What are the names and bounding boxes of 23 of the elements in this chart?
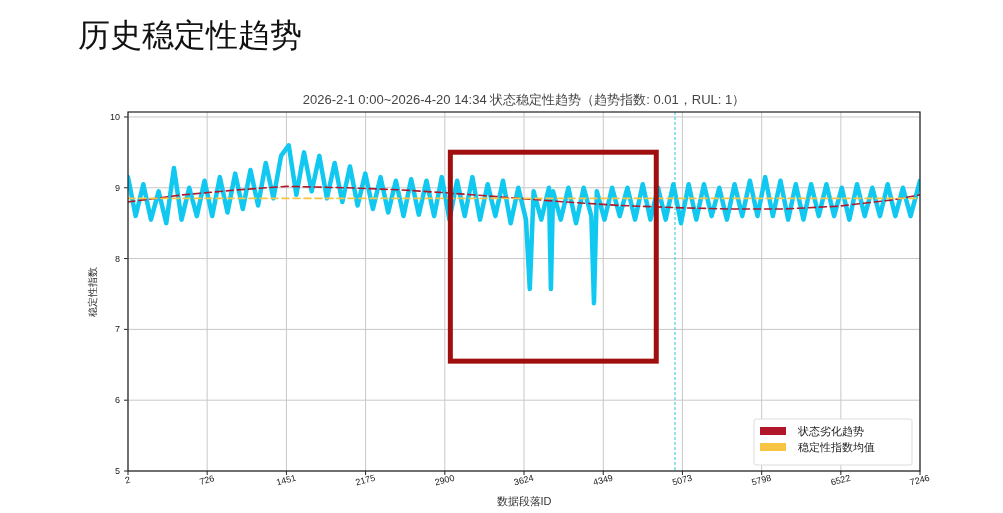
x-tick-label: 6522 [829, 472, 852, 488]
legend-label: 稳定性指数均值 [798, 441, 875, 453]
x-axis-title: 数据段落ID [496, 495, 552, 507]
chart-subtitle: 2026-2-1 0:00~2026-4-20 14:34 状态稳定性趋势（趋势指数: 0.01，RUL: 1） [302, 92, 746, 107]
y-tick-label: 10 [109, 111, 120, 122]
legend-label: 状态劣化趋势 [797, 425, 864, 437]
y-tick-label: 9 [114, 182, 120, 193]
x-tick-label: 1451 [275, 472, 298, 488]
x-tick-label: 3624 [512, 472, 535, 488]
x-tick-label: 7246 [908, 472, 931, 488]
chart-title: 历史稳定性趋势 [78, 17, 302, 53]
x-tick-label: 5073 [671, 472, 694, 488]
y-tick-label: 8 [114, 253, 120, 264]
x-tick-label: 726 [198, 473, 216, 487]
y-axis-title: 稳定性指数 [87, 266, 98, 317]
x-tick-label: 4349 [592, 472, 614, 488]
y-tick-label: 6 [114, 395, 120, 406]
x-tick-label: 2900 [433, 472, 456, 488]
y-tick-label: 7 [114, 324, 120, 335]
x-tick-label: 5798 [750, 472, 773, 488]
x-tick-label: 2175 [354, 472, 377, 488]
y-tick-label: 5 [114, 466, 120, 476]
x-tick-label: 2 [124, 474, 132, 486]
